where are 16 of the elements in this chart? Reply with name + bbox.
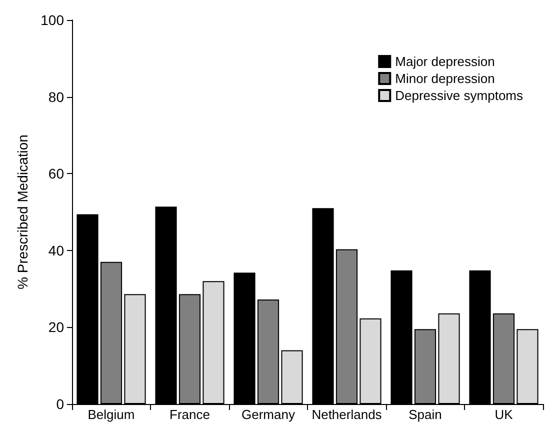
legend-label: Minor depression [395,71,495,86]
x-tick-label: France [170,407,210,422]
x-tick-label: Spain [408,407,442,422]
x-tick-label: Netherlands [312,407,382,422]
y-tick-label: 60 [48,166,64,182]
y-tick-label: 80 [48,88,64,105]
x-tick-label: Germany [242,407,296,422]
y-tick-label: 40 [48,242,64,258]
y-tick-label: 20 [48,319,64,336]
y-tick-label: 0 [56,396,64,412]
x-tick-label: UK [494,407,514,422]
y-tick-label: 100 [40,12,64,28]
y-axis-title: % Prescribed Medication [14,134,31,290]
x-tick-label: Belgium [88,407,135,422]
legend-label: Depressive symptoms [395,88,524,103]
legend-label: Major depression [395,54,495,69]
